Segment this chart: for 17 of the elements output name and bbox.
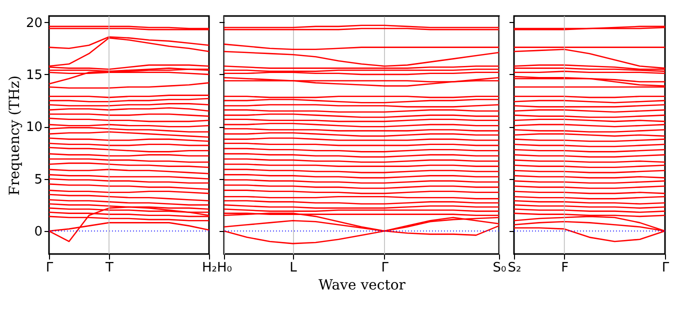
x-tick-label: S₀ bbox=[492, 260, 506, 276]
x-tick-label: Γ bbox=[381, 260, 390, 276]
y-tick-label: 0 bbox=[34, 224, 42, 240]
y-tick-label: 20 bbox=[26, 16, 42, 31]
x-tick-label: F bbox=[561, 260, 569, 276]
y-tick-label: 15 bbox=[26, 68, 42, 83]
y-axis-title: Frequency (THz) bbox=[6, 75, 23, 196]
x-tick-label: S₂ bbox=[508, 260, 522, 276]
x-axis-title: Wave vector bbox=[318, 278, 406, 294]
x-tick-label: Γ bbox=[662, 260, 670, 276]
y-tick-label: 10 bbox=[26, 120, 42, 136]
x-tick-label: H₀ bbox=[217, 260, 232, 276]
y-tick-label: 5 bbox=[34, 172, 42, 188]
x-tick-label: T bbox=[104, 260, 114, 276]
x-tick-label: L bbox=[290, 260, 298, 276]
x-tick-label: Γ bbox=[46, 260, 54, 276]
x-tick-label: H₂ bbox=[202, 260, 217, 276]
